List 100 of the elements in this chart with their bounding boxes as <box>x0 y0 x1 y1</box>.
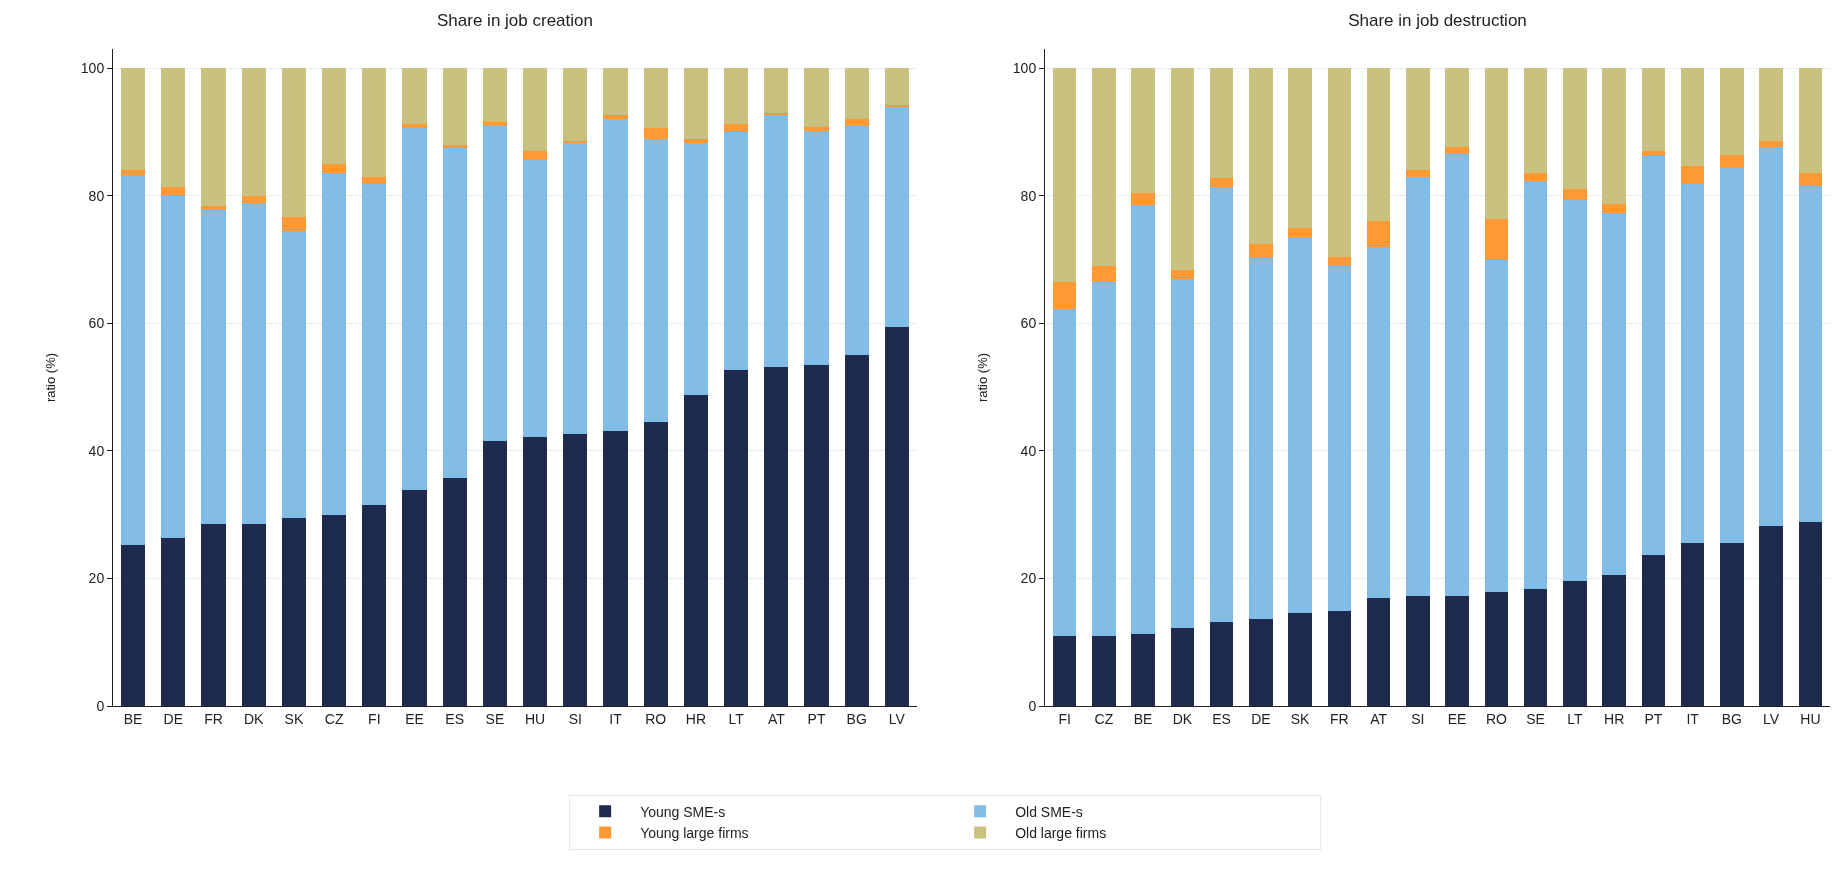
bar <box>1327 610 1352 706</box>
bar <box>1327 265 1352 611</box>
bar <box>1092 636 1116 706</box>
bar <box>1170 278 1195 628</box>
x-tick-label: LV <box>1763 710 1780 727</box>
bar <box>1563 189 1587 201</box>
bar <box>804 68 829 128</box>
x-tick-label: SE <box>485 710 505 727</box>
x-tick-label: FR <box>1330 710 1349 727</box>
y-tick-label: 100 <box>1012 60 1037 77</box>
bar <box>1092 68 1116 266</box>
bar <box>1406 170 1430 178</box>
bar <box>683 143 708 395</box>
x-tick-label: LT <box>728 710 745 727</box>
bar <box>161 186 186 197</box>
x-tick-label: BG <box>1721 710 1742 727</box>
x-tick-label: HR <box>1604 710 1625 727</box>
bar <box>402 68 427 124</box>
x-tick-label: IT <box>609 710 623 727</box>
y-axis-title: ratio (%) <box>974 352 990 403</box>
bar <box>1288 227 1312 238</box>
bar <box>563 433 588 706</box>
bar <box>241 202 266 525</box>
bar <box>161 538 186 706</box>
x-tick-label: EE <box>405 710 424 727</box>
legend-label: Young large firms <box>640 824 749 841</box>
bar <box>1131 193 1155 205</box>
bar <box>1366 68 1391 222</box>
bar <box>201 524 226 706</box>
bar <box>402 490 427 706</box>
bar <box>1406 68 1430 171</box>
bar <box>603 115 628 120</box>
bar <box>201 68 226 206</box>
x-tick-label: FI <box>368 710 381 727</box>
bar <box>643 422 668 706</box>
x-tick-label: DK <box>243 710 265 727</box>
x-tick-label: HR <box>685 710 707 727</box>
x-tick-label: BE <box>123 710 143 727</box>
y-tick-label: 60 <box>1020 315 1037 332</box>
bar <box>1523 172 1548 182</box>
x-tick-label: SI <box>1411 710 1425 727</box>
legend-label: Young SME-s <box>640 803 726 820</box>
bar <box>764 367 789 706</box>
bar <box>724 123 749 132</box>
chart-title: Share in job creation <box>437 10 593 30</box>
bar <box>1406 177 1430 596</box>
legend-label: Old large firms <box>1015 824 1107 841</box>
bar <box>482 441 507 706</box>
bar <box>1131 633 1155 706</box>
bar <box>241 196 266 203</box>
bar <box>523 159 548 438</box>
bar <box>482 68 507 122</box>
x-tick-label: AT <box>767 710 786 727</box>
bar <box>362 68 387 178</box>
bar <box>281 216 306 232</box>
x-tick-label: RO <box>645 710 667 727</box>
bar <box>1759 526 1783 706</box>
x-tick-label: ES <box>445 710 465 727</box>
y-tick-label: 20 <box>1020 570 1037 587</box>
x-tick-label: DE <box>163 710 184 727</box>
bar <box>1680 68 1705 166</box>
y-tick-label: 0 <box>96 697 105 714</box>
bar <box>1680 165 1705 184</box>
bar <box>724 369 749 706</box>
bar <box>1445 68 1469 148</box>
bar <box>1680 183 1705 543</box>
bar <box>1759 68 1783 141</box>
bar <box>1602 212 1626 575</box>
bar <box>1209 187 1234 622</box>
bar <box>643 138 668 423</box>
bar <box>1406 595 1430 706</box>
bar <box>603 119 628 432</box>
bar <box>844 119 869 127</box>
bar <box>1249 619 1273 706</box>
bar <box>1052 636 1077 706</box>
bar <box>161 196 186 539</box>
bar <box>1641 151 1666 156</box>
bar <box>442 144 467 148</box>
x-tick-label: RO <box>1485 710 1507 727</box>
bar <box>1563 200 1587 581</box>
bar <box>121 545 146 706</box>
x-tick-label: DE <box>1251 710 1271 727</box>
x-tick-label: BE <box>1133 710 1153 727</box>
bar <box>1249 244 1273 258</box>
x-tick-label: FI <box>1058 710 1071 727</box>
bar <box>884 68 909 106</box>
bar <box>1052 68 1077 283</box>
bar <box>804 127 829 132</box>
y-tick-label: 40 <box>88 442 105 459</box>
legend-label: Old SME-s <box>1015 803 1083 820</box>
bar <box>1052 308 1077 637</box>
bar <box>1798 172 1823 186</box>
bar <box>362 505 387 706</box>
bar <box>844 68 869 120</box>
bar <box>241 524 266 706</box>
bar <box>563 142 588 434</box>
y-tick-label: 40 <box>1020 442 1037 459</box>
bar <box>241 68 266 197</box>
bar <box>804 131 829 366</box>
bar <box>1484 68 1509 220</box>
